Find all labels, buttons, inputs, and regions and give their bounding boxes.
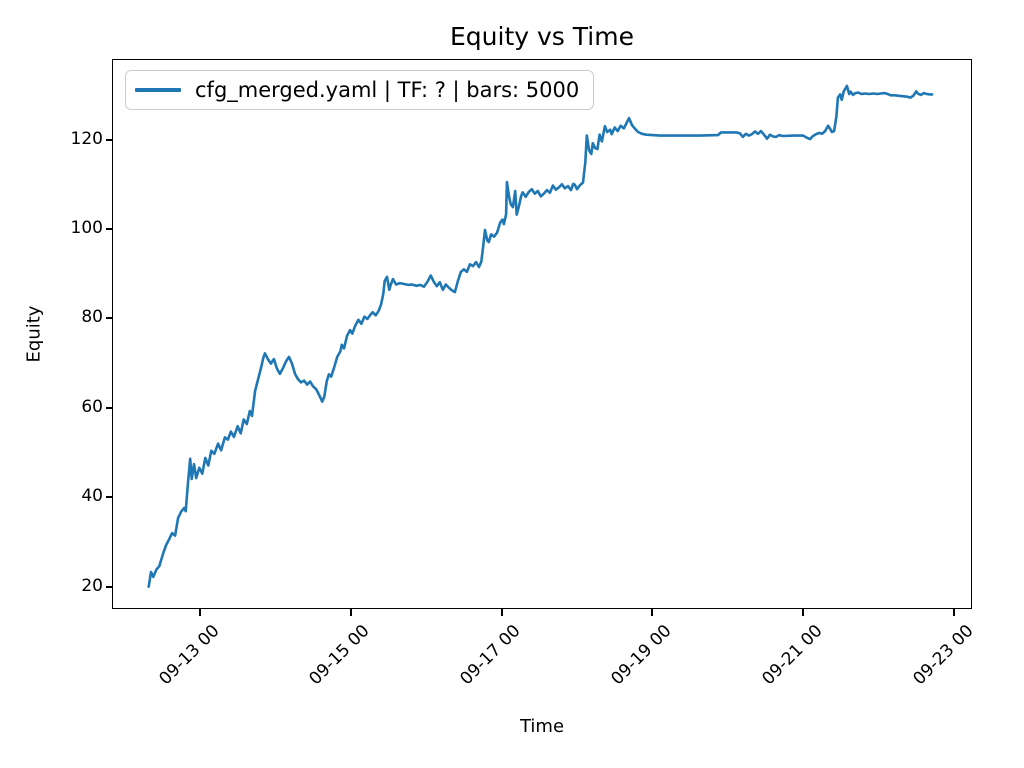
x-tick-label: 09-17 00 xyxy=(456,621,525,690)
y-tick-label: 120 xyxy=(70,128,103,149)
x-tick-label: 09-13 00 xyxy=(154,621,224,690)
y-tick-mark xyxy=(106,317,113,320)
plot-area: cfg_merged.yaml | TF: ? | bars: 5000 xyxy=(112,59,972,609)
x-tick-label: 09-15 00 xyxy=(305,621,374,690)
legend-line-sample xyxy=(135,88,181,92)
y-tick-mark xyxy=(106,406,113,409)
x-tick-mark xyxy=(500,609,503,616)
y-tick-mark xyxy=(106,585,113,588)
y-tick-mark xyxy=(106,496,113,499)
x-tick-mark xyxy=(349,609,352,616)
x-tick-label: 09-21 00 xyxy=(758,621,827,690)
y-tick-label: 40 xyxy=(81,486,103,507)
x-tick-mark xyxy=(802,609,805,616)
y-tick-mark xyxy=(106,138,113,141)
y-tick-label: 80 xyxy=(81,307,103,328)
y-tick-label: 20 xyxy=(81,575,103,596)
y-tick-label: 60 xyxy=(81,396,103,417)
x-tick-mark xyxy=(199,609,201,616)
x-tick-label: 09-19 00 xyxy=(607,621,676,690)
y-axis-label: Equity xyxy=(23,305,45,363)
chart-title: Equity vs Time xyxy=(450,22,634,51)
x-tick-mark xyxy=(651,609,654,616)
legend: cfg_merged.yaml | TF: ? | bars: 5000 xyxy=(125,70,595,110)
legend-label: cfg_merged.yaml | TF: ? | bars: 5000 xyxy=(195,78,580,102)
x-axis-label: Time xyxy=(519,716,565,737)
y-tick-mark xyxy=(106,228,113,230)
x-tick-label: 09-23 00 xyxy=(908,621,978,690)
y-tick-label: 100 xyxy=(70,218,103,238)
x-tick-mark xyxy=(953,609,955,616)
